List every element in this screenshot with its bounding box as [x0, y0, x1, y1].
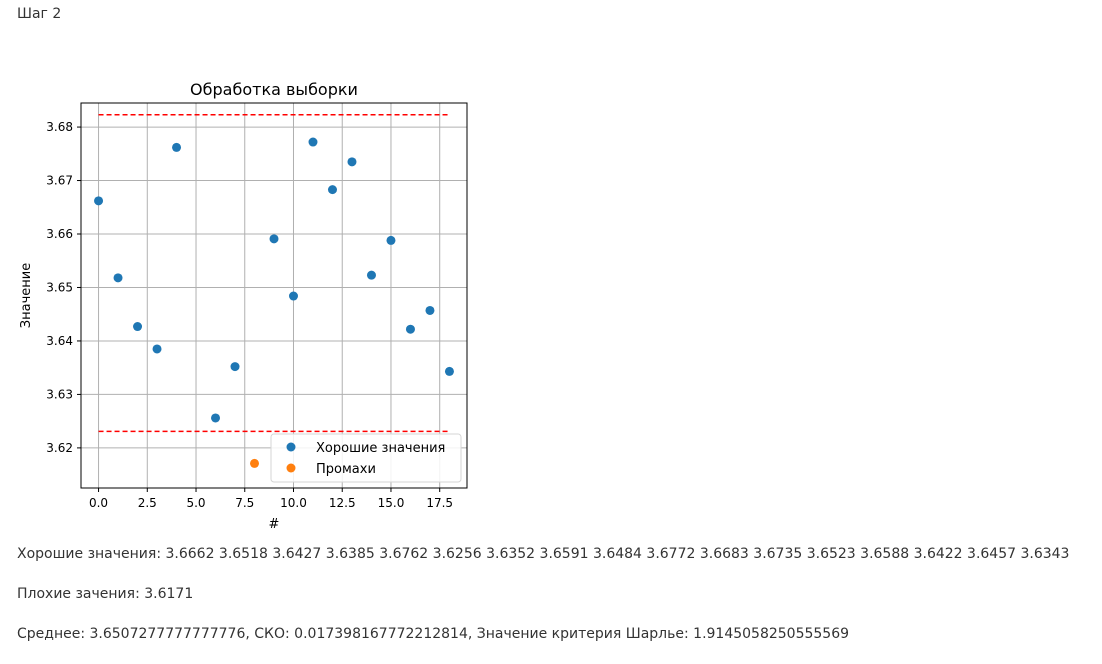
legend-label: Промахи [316, 462, 376, 477]
plot-points [94, 137, 454, 468]
x-tick-label: 0.0 [89, 496, 108, 510]
good-point [133, 322, 143, 332]
good-point [230, 362, 240, 372]
x-tick-label: 15.0 [378, 496, 405, 510]
x-tick-label: 5.0 [186, 496, 205, 510]
good-point [327, 185, 337, 195]
y-tick-label: 3.66 [46, 227, 73, 241]
good-point [152, 344, 162, 354]
x-tick-label: 17.5 [426, 496, 453, 510]
chart-title: Обработка выборки [190, 80, 358, 99]
threshold-lines [98, 114, 450, 433]
scatter-chart: 0.0 2.5 5.0 7.5 10.0 12.5 15.0 17.5 3.62 3.63 3.64… [19, 80, 468, 532]
y-tick-label: 3.67 [46, 174, 73, 188]
good-point [405, 324, 415, 334]
plot-frame [80, 102, 468, 489]
chart-legend: Хорошие значения Промахи [270, 433, 462, 483]
good-point [288, 291, 298, 301]
x-axis-label: # [269, 517, 280, 532]
good-point [211, 413, 221, 423]
axis-ticks: 0.0 2.5 5.0 7.5 10.0 12.5 15.0 17.5 3.62 3.63 3.64… [46, 120, 453, 510]
x-tick-label: 2.5 [138, 496, 157, 510]
good-point [172, 142, 182, 152]
bad-values-text: Плохие зачения: 3.6171 [17, 586, 194, 602]
y-tick-label: 3.65 [46, 280, 73, 294]
good-values-text: Хорошие значения: 3.6662 3.6518 3.6427 3… [17, 546, 1070, 562]
x-tick-label: 10.0 [280, 496, 307, 510]
x-tick-label: 12.5 [329, 496, 356, 510]
good-point [308, 137, 318, 147]
y-tick-label: 3.62 [46, 441, 73, 455]
good-point [425, 305, 435, 315]
good-point [347, 157, 357, 167]
good-point [113, 273, 123, 283]
good-point [386, 235, 396, 245]
good-point [269, 234, 279, 244]
x-tick-label: 7.5 [235, 496, 254, 510]
y-axis-label: Значение [19, 263, 34, 328]
stats-text: Среднее: 3.6507277777777776, СКО: 0.0173… [17, 626, 850, 642]
good-point [94, 196, 104, 206]
legend-marker [286, 463, 296, 473]
y-tick-label: 3.64 [46, 334, 73, 348]
outlier-point [250, 458, 260, 468]
step-label: Шаг 2 [17, 6, 62, 22]
y-tick-label: 3.63 [46, 387, 73, 401]
legend-marker [286, 442, 296, 452]
good-point [366, 270, 376, 280]
plot-grid [81, 103, 467, 488]
legend-label: Хорошие значения [316, 441, 445, 456]
legend-box [270, 433, 462, 483]
good-point [444, 366, 454, 376]
y-tick-label: 3.68 [46, 120, 73, 134]
